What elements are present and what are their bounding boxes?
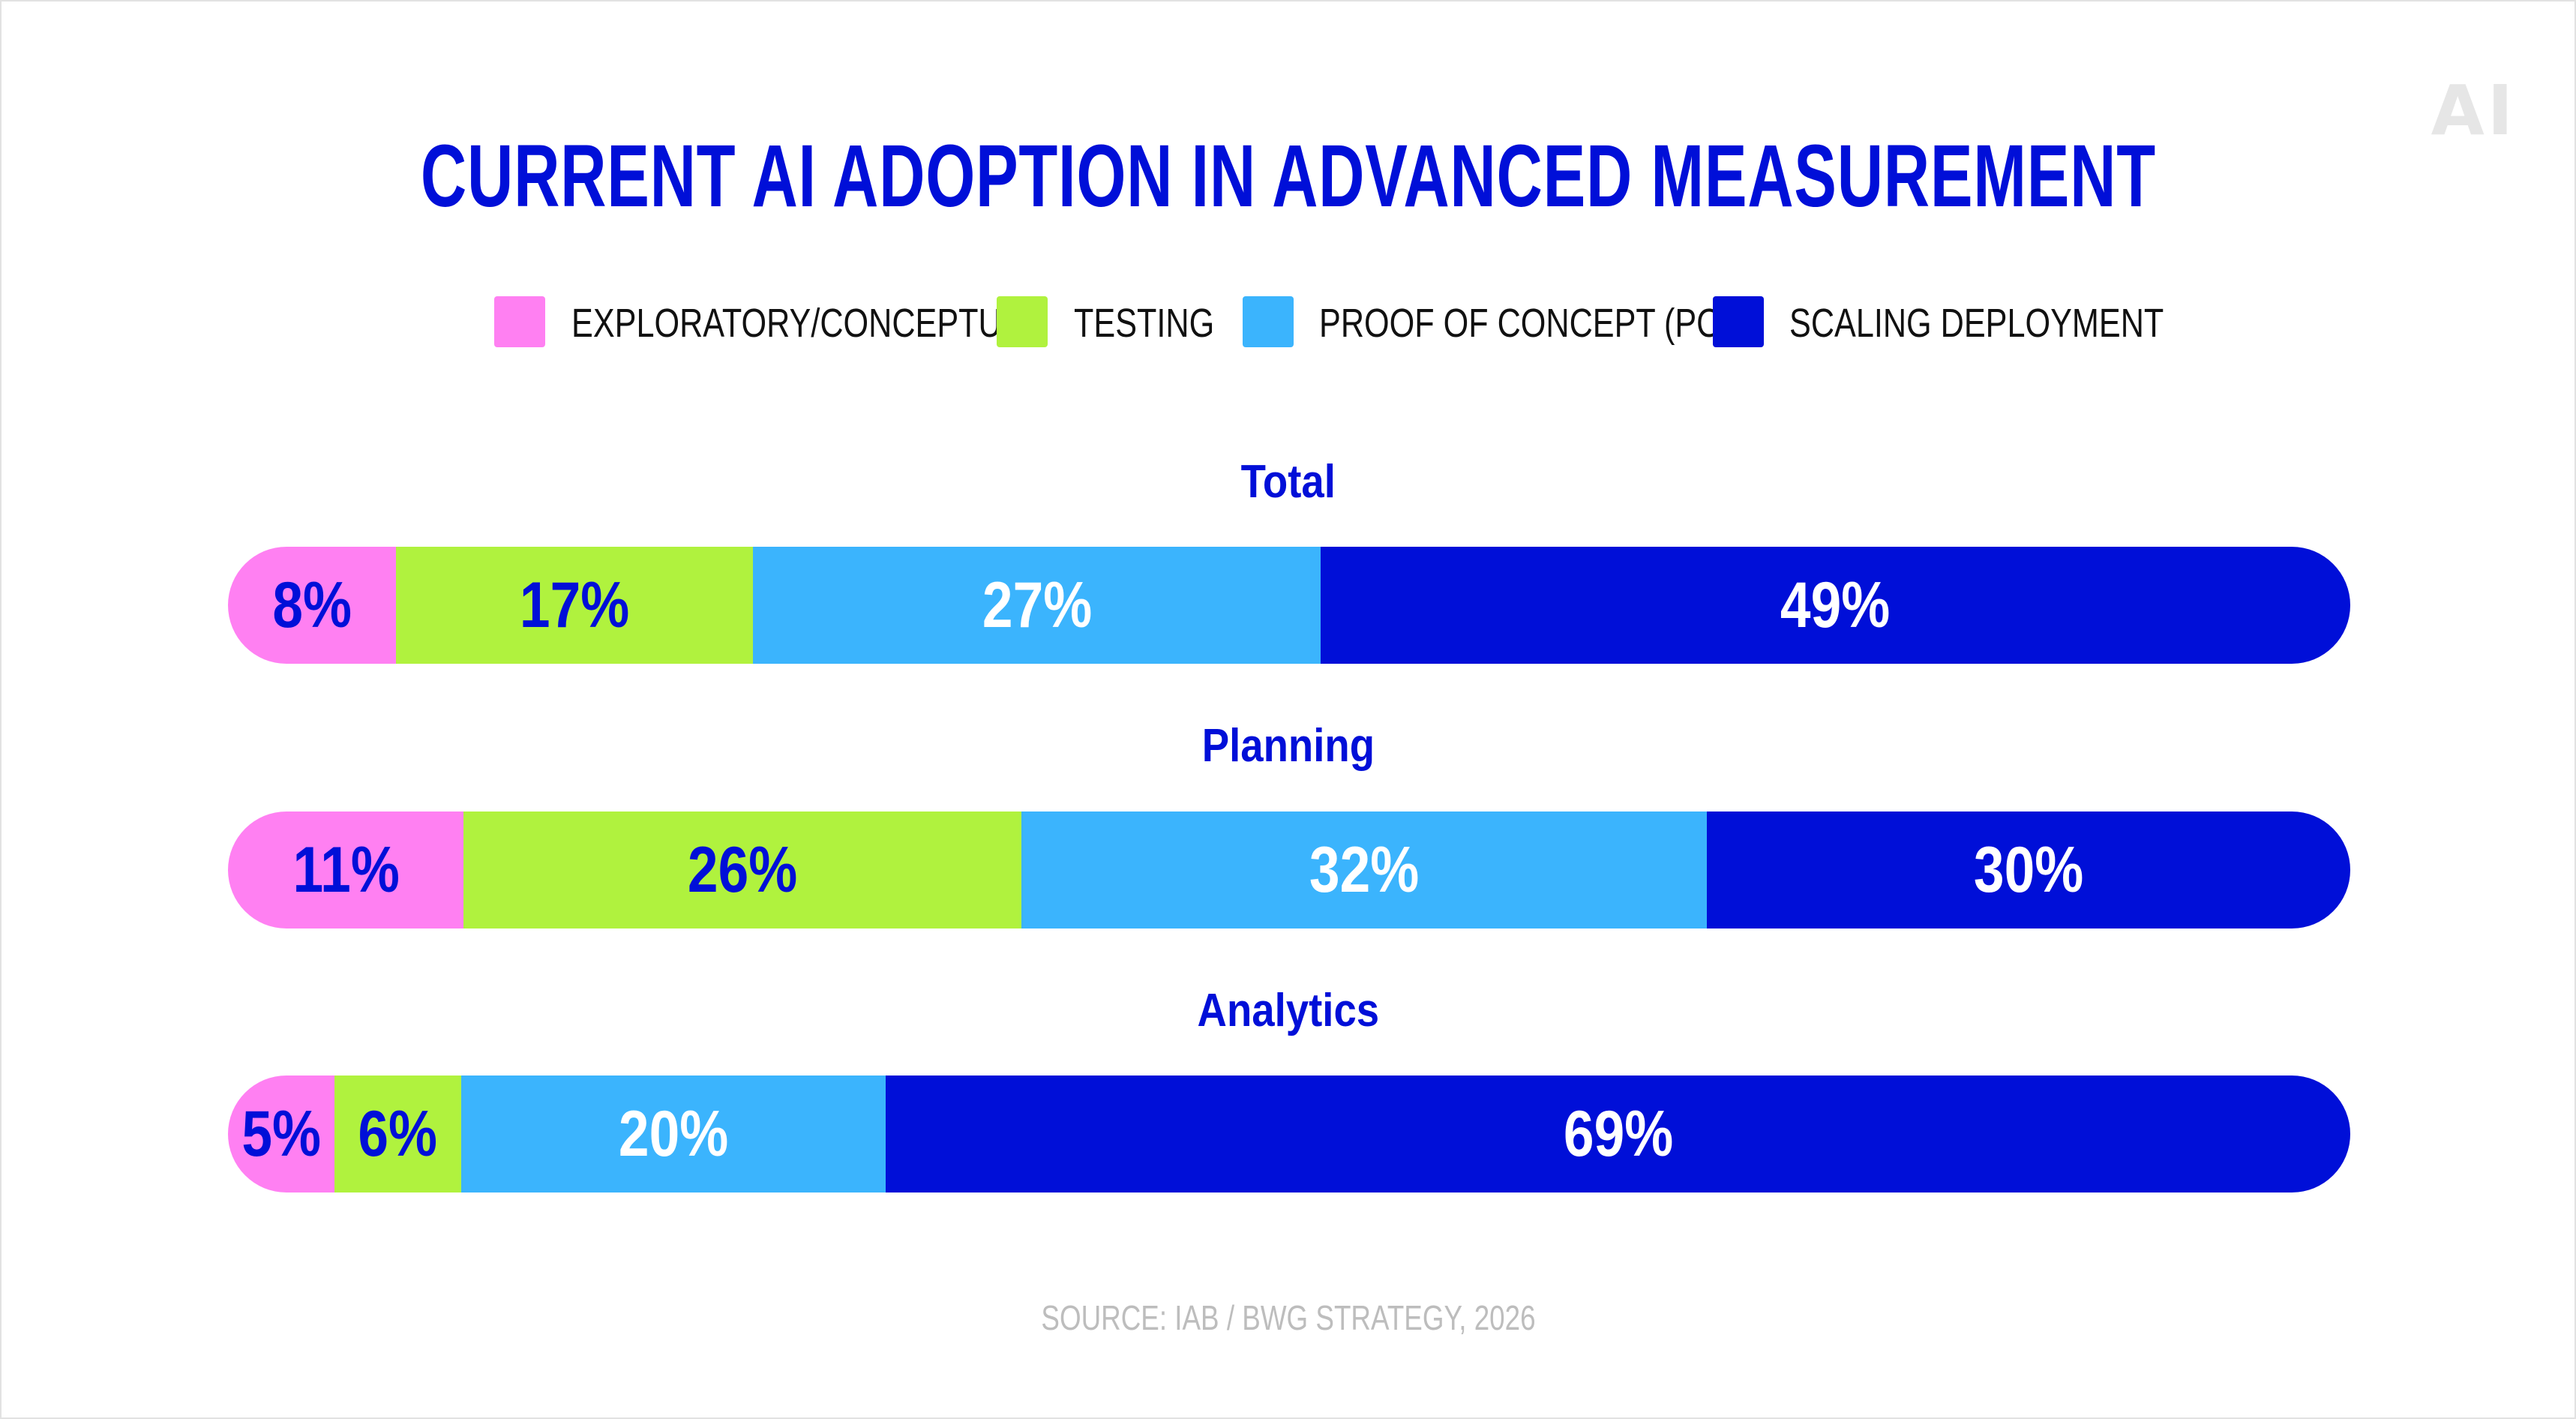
legend-label: SCALING DEPLOYMENT bbox=[1789, 301, 2164, 346]
bar-segment: 20% bbox=[461, 1076, 886, 1192]
stacked-bar: 11% 26% 32% 30% bbox=[228, 812, 2350, 928]
data-label: 11% bbox=[292, 833, 400, 906]
data-label: 5% bbox=[241, 1097, 321, 1170]
source-text: SOURCE: IAB / BWG STRATEGY, 2026 bbox=[1040, 1298, 1536, 1337]
bar-segment: 27% bbox=[753, 547, 1321, 664]
data-label: 20% bbox=[619, 1097, 729, 1170]
legend-label: TESTING bbox=[1074, 301, 1215, 346]
bar-segment: 32% bbox=[1021, 812, 1708, 928]
chart-title: CURRENT AI ADOPTION IN ADVANCED MEASUREM… bbox=[1, 125, 2575, 227]
legend-swatch bbox=[997, 296, 1048, 347]
data-label: 6% bbox=[358, 1097, 438, 1170]
legend-label: EXPLORATORY/CONCEPTUAL bbox=[571, 301, 1042, 346]
stacked-bar: 8% 17% 27% 49% bbox=[228, 547, 2350, 664]
legend-swatch bbox=[1713, 296, 1764, 347]
legend-swatch bbox=[1243, 296, 1294, 347]
legend-swatch bbox=[494, 296, 545, 347]
source-note: SOURCE: IAB / BWG STRATEGY, 2026 bbox=[1, 1298, 2575, 1338]
bar-segment: 30% bbox=[1707, 812, 2350, 928]
data-label: 27% bbox=[982, 568, 1092, 641]
bar-segment: 17% bbox=[396, 547, 754, 664]
bar-segment: 26% bbox=[463, 812, 1021, 928]
bar-segment: 49% bbox=[1321, 547, 2350, 664]
bar-segment: 69% bbox=[886, 1076, 2350, 1192]
data-label: 30% bbox=[1974, 833, 2084, 906]
bar-segment: 8% bbox=[228, 547, 397, 664]
category-label: Analytics bbox=[1197, 985, 1379, 1036]
category-label: Planning bbox=[1201, 720, 1375, 772]
bar-segment: 11% bbox=[228, 812, 464, 928]
data-label: 26% bbox=[687, 833, 798, 906]
brand-logo: AI bbox=[2431, 70, 2516, 151]
category-label: Total bbox=[1240, 456, 1336, 508]
data-label: 8% bbox=[272, 568, 352, 641]
data-label: 17% bbox=[520, 568, 630, 641]
data-label: 49% bbox=[1780, 568, 1891, 641]
legend-label: PROOF OF CONCEPT (POC) bbox=[1319, 301, 1756, 346]
chart-title-text: CURRENT AI ADOPTION IN ADVANCED MEASUREM… bbox=[420, 127, 2156, 226]
bar-segment: 6% bbox=[334, 1076, 462, 1192]
stacked-bar: 5% 6% 20% 69% bbox=[228, 1076, 2350, 1192]
data-label: 69% bbox=[1563, 1097, 1673, 1170]
bar-segment: 5% bbox=[228, 1076, 334, 1192]
data-label: 32% bbox=[1309, 833, 1420, 906]
